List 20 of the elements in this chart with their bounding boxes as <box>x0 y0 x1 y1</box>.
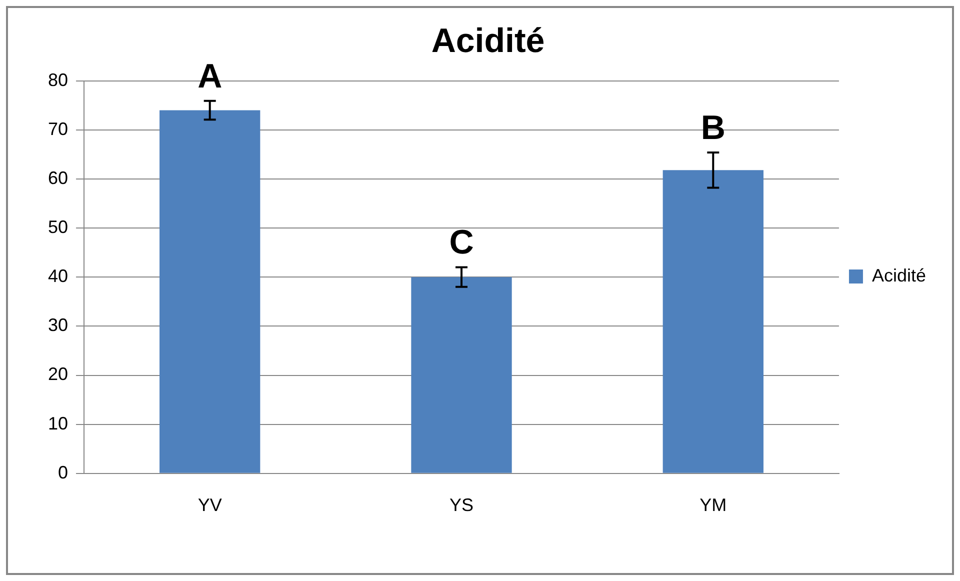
y-tick-label: 70 <box>48 118 68 139</box>
legend-label: Acidité <box>872 265 926 286</box>
y-tick-label: 30 <box>48 315 68 336</box>
annotation: C <box>449 224 474 262</box>
x-tick-label: YV <box>198 495 222 516</box>
annotation: B <box>700 108 726 147</box>
chart-title: Acidité <box>431 22 545 60</box>
bar <box>411 277 512 473</box>
y-tick-label: 80 <box>48 70 68 90</box>
bar <box>662 170 764 473</box>
annotation: A <box>198 57 222 96</box>
x-tick-label: YS <box>449 495 474 516</box>
y-tick-label: 40 <box>48 266 68 286</box>
y-tick-label: 0 <box>58 462 68 482</box>
x-tick-label: YM <box>700 495 727 516</box>
y-tick-label: 60 <box>48 168 68 188</box>
bar <box>160 110 260 473</box>
y-tick-label: 10 <box>48 413 68 434</box>
y-tick-label: 50 <box>48 216 68 237</box>
y-tick-label: 20 <box>48 364 68 384</box>
